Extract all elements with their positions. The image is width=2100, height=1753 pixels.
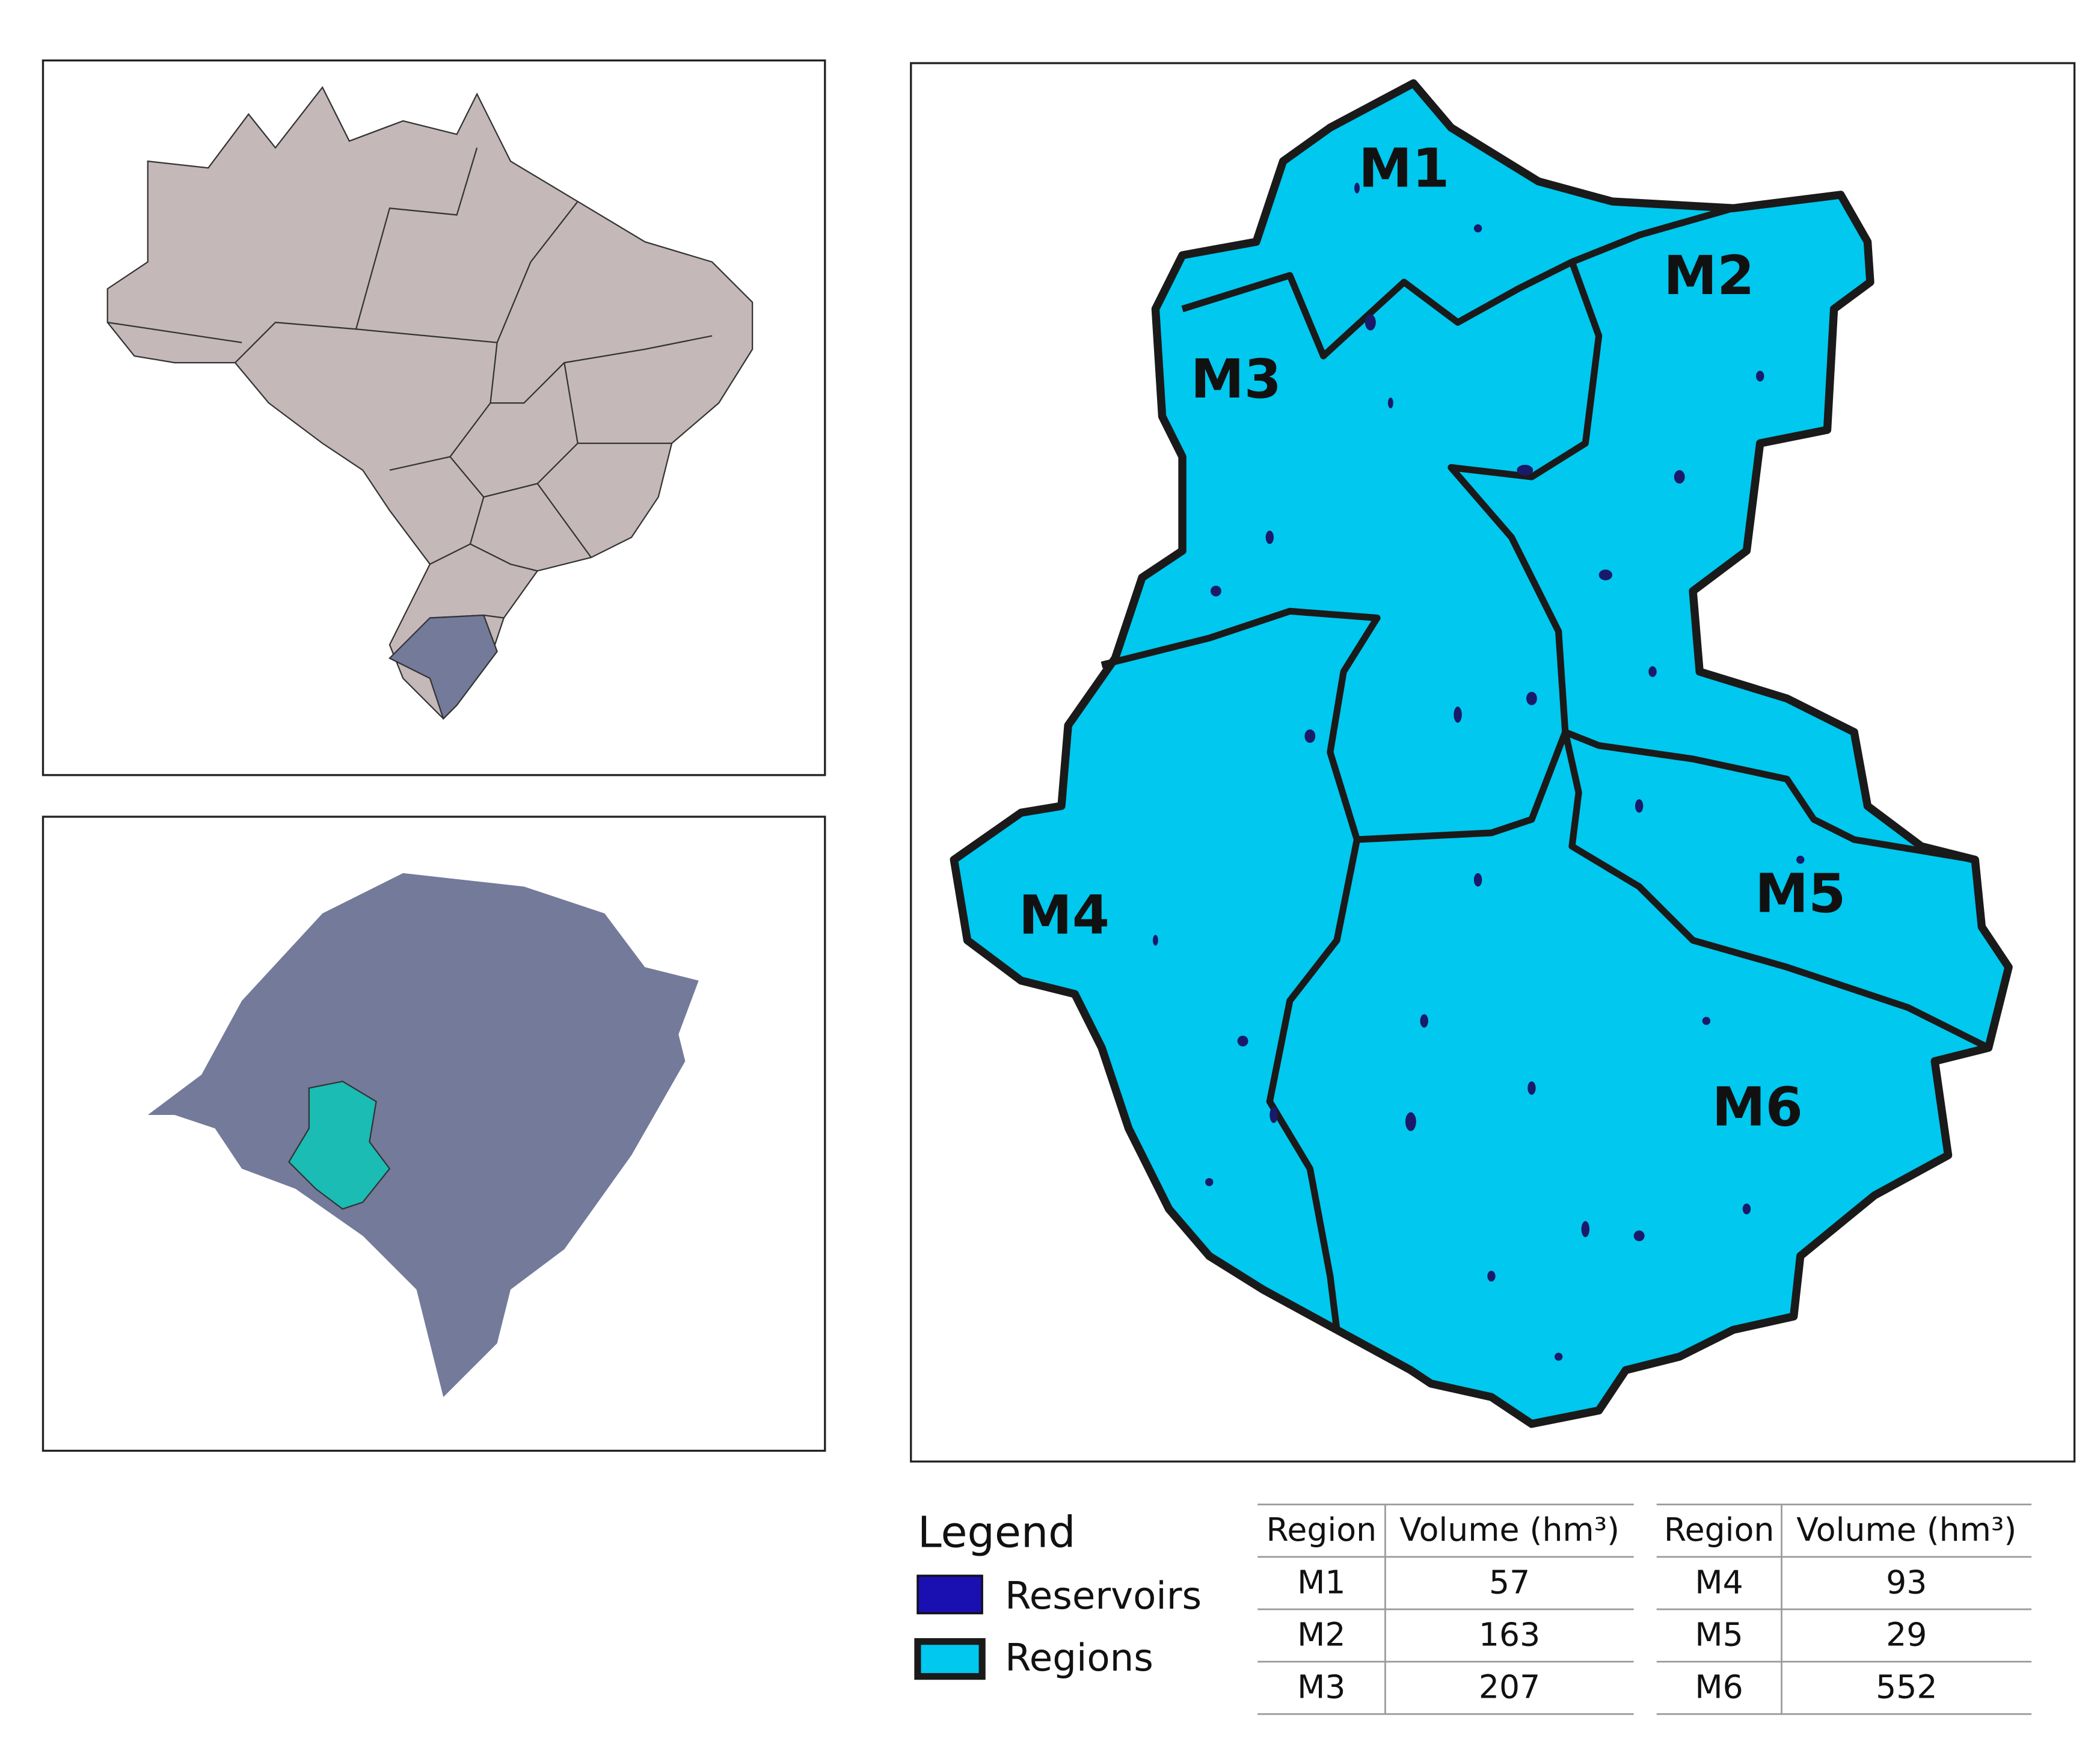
table-header: Volume (hm³) xyxy=(1399,1511,1620,1549)
legend-item: Reservoirs xyxy=(1005,1574,1202,1618)
table-cell: M2 xyxy=(1297,1615,1345,1653)
state-shape xyxy=(147,873,699,1398)
regions-shape xyxy=(950,79,2013,1428)
reservoirs xyxy=(1152,182,1805,1361)
table-cell: 57 xyxy=(1489,1563,1530,1601)
rs-state-highlight xyxy=(388,614,498,720)
panel-regions xyxy=(910,62,2076,1463)
legend-title: Legend xyxy=(918,1508,1076,1558)
table-cell: 163 xyxy=(1479,1615,1540,1653)
table-cell: 552 xyxy=(1876,1668,1937,1706)
table-cell: M4 xyxy=(1695,1563,1743,1601)
region-label: M1 xyxy=(1359,137,1449,200)
table-cell: 29 xyxy=(1886,1615,1927,1653)
table-cell: M1 xyxy=(1297,1563,1345,1601)
region-label: M3 xyxy=(1191,348,1282,411)
region-label: M5 xyxy=(1755,863,1846,926)
table-cell: 207 xyxy=(1479,1668,1540,1706)
table-header: Volume (hm³) xyxy=(1796,1511,2016,1549)
legend-item: Regions xyxy=(1005,1636,1153,1680)
region-borders xyxy=(1101,204,1991,1331)
panel-state xyxy=(41,815,826,1452)
table-cell: 93 xyxy=(1886,1563,1927,1601)
legend-swatch xyxy=(916,1574,983,1615)
region-label: M6 xyxy=(1712,1076,1803,1139)
table-header: Region xyxy=(1266,1511,1377,1549)
region-label: M4 xyxy=(1019,884,1110,947)
brazil-shape xyxy=(106,86,754,720)
table-cell: M6 xyxy=(1695,1668,1743,1706)
table-cell: M5 xyxy=(1695,1615,1743,1653)
region-label: M2 xyxy=(1663,245,1754,307)
tables: Region Volume (hm³) M1 57 M2 163 M3 207 Region Vo… xyxy=(1257,1503,2032,1715)
table-cell: M3 xyxy=(1297,1668,1345,1706)
study-area xyxy=(287,1080,391,1210)
table-header: Region xyxy=(1664,1511,1775,1549)
panel-brazil xyxy=(41,59,826,776)
legend-swatch xyxy=(914,1638,986,1680)
